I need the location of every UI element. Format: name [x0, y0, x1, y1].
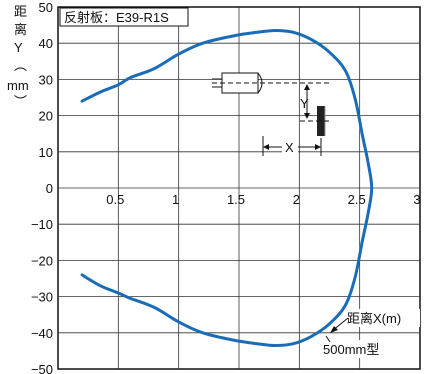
model-label: 500mm型: [323, 342, 379, 357]
y-axis-label-char: Y: [14, 40, 23, 55]
x-axis-ticks: 0.5 1 1.5 2 2.5 3: [106, 192, 420, 207]
y-tick-label: −50: [31, 362, 53, 374]
y-tick-label: 20: [39, 109, 53, 124]
y-axis-label-char: ︵: [14, 58, 27, 73]
series-label: 距离X(m): [347, 311, 401, 326]
y-tick-label: −10: [31, 217, 53, 232]
y-axis-label-char: 离: [14, 22, 27, 37]
diagram-x-label: X: [285, 140, 294, 155]
operating-range-curve: [80, 29, 374, 347]
y-tick-label: 50: [39, 0, 53, 15]
setup-diagram: Y X: [212, 72, 330, 156]
y-tick-label: 10: [39, 145, 53, 160]
y-tick-label: −20: [31, 253, 53, 268]
y-axis-ticks: 50 40 30 20 10 0 −10 −20 −30 −40 −50: [31, 0, 53, 374]
y-tick-label: 0: [46, 181, 53, 196]
y-axis-label: 距离Y(mm)距离Y︵mm︶: [7, 4, 29, 109]
y-tick-label: −30: [31, 290, 53, 305]
x-tick-label: 0.5: [106, 192, 124, 207]
x-tick-label: 2.5: [348, 192, 366, 207]
annotation-box: [59, 7, 189, 27]
y-tick-label: −40: [31, 326, 53, 341]
y-axis-label-char: ︶: [14, 94, 27, 109]
grid: [58, 7, 420, 369]
series-label-group: 距离X(m): [330, 309, 420, 333]
y-tick-label: 30: [39, 72, 53, 87]
y-axis-label-char: mm: [7, 78, 29, 93]
x-tick-label: 2: [293, 192, 300, 207]
model-label-group: 500mm型: [320, 335, 392, 358]
y-axis-label-char: 距: [14, 4, 27, 19]
x-tick-label: 1: [172, 192, 179, 207]
annotation-text: 反射板：E39-R1S: [64, 10, 169, 25]
diagram-y-label: Y: [300, 96, 309, 111]
x-tick-label: 1.5: [227, 192, 245, 207]
y-tick-label: 40: [39, 36, 53, 51]
x-tick-label: 3: [413, 192, 420, 207]
